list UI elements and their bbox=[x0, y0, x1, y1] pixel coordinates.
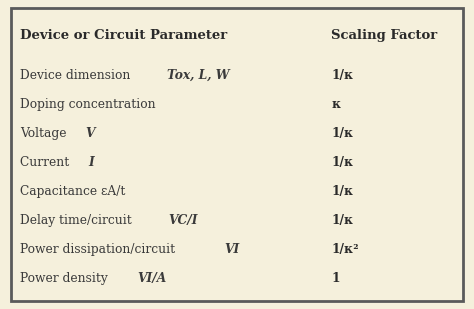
Text: Tox, L, W: Tox, L, W bbox=[167, 69, 229, 82]
Text: I: I bbox=[88, 156, 94, 169]
Text: 1/κ: 1/κ bbox=[331, 214, 354, 227]
Text: Power density: Power density bbox=[20, 273, 112, 286]
Text: Delay time/circuit: Delay time/circuit bbox=[20, 214, 136, 227]
Text: Scaling Factor: Scaling Factor bbox=[331, 29, 438, 42]
Text: 1/κ: 1/κ bbox=[331, 156, 354, 169]
Text: 1: 1 bbox=[331, 273, 340, 286]
FancyBboxPatch shape bbox=[11, 7, 463, 302]
Text: 1/κ: 1/κ bbox=[331, 69, 354, 82]
Text: VI/A: VI/A bbox=[138, 273, 167, 286]
Text: Device or Circuit Parameter: Device or Circuit Parameter bbox=[20, 29, 228, 42]
Text: VI: VI bbox=[224, 243, 239, 256]
Text: Doping concentration: Doping concentration bbox=[20, 98, 156, 111]
Text: 1/κ²: 1/κ² bbox=[331, 243, 359, 256]
Text: V: V bbox=[85, 127, 94, 140]
Text: Device dimension: Device dimension bbox=[20, 69, 135, 82]
Text: 1/κ: 1/κ bbox=[331, 185, 354, 198]
Text: κ: κ bbox=[331, 98, 340, 111]
Text: Voltage: Voltage bbox=[20, 127, 71, 140]
Text: Power dissipation/circuit: Power dissipation/circuit bbox=[20, 243, 179, 256]
Text: 1/κ: 1/κ bbox=[331, 127, 354, 140]
Text: VC/I: VC/I bbox=[169, 214, 198, 227]
Text: Capacitance εA/t: Capacitance εA/t bbox=[20, 185, 126, 198]
Text: Current: Current bbox=[20, 156, 73, 169]
